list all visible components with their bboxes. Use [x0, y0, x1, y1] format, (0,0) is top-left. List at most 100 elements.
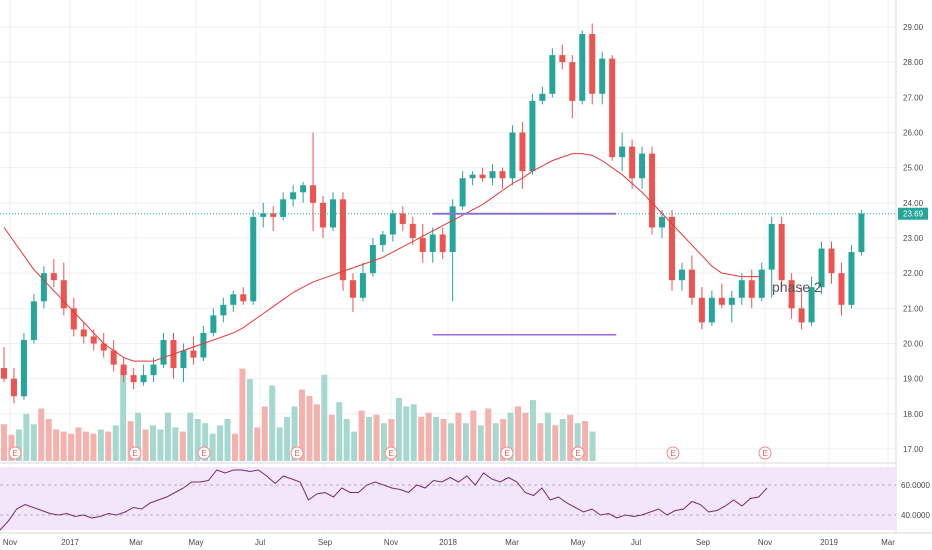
volume-bar: [351, 431, 358, 461]
candle-body: [419, 238, 426, 253]
time-tick-label: Mar: [881, 538, 895, 547]
volume-bar: [425, 412, 432, 461]
candle-body: [240, 294, 247, 302]
volume-bar: [574, 423, 581, 461]
volume-bar: [291, 406, 298, 461]
volume-bar: [269, 385, 276, 461]
candle-body: [310, 185, 317, 203]
candle-body: [858, 213, 865, 253]
earnings-marker-icon: [758, 446, 772, 460]
volume-bar: [507, 412, 514, 461]
price-tick-label: 26.00: [903, 129, 924, 138]
volume-bar: [462, 423, 469, 461]
volume-bar: [68, 433, 75, 461]
volume-bar: [112, 425, 119, 461]
earnings-marker-icon: [290, 446, 304, 460]
volume-bar: [395, 398, 402, 461]
volume-bar: [127, 421, 134, 461]
volume-bar: [440, 419, 447, 461]
earnings-marker-icon: [384, 446, 398, 460]
candle-body: [10, 378, 17, 397]
candle-body: [808, 287, 815, 323]
candle-body: [60, 280, 67, 309]
candle-body: [270, 213, 277, 217]
candle-body: [80, 329, 87, 337]
candle-body: [110, 350, 117, 365]
last-price-label: 23.69: [903, 210, 924, 219]
chart-overlays: [0, 153, 896, 362]
volume-bar: [500, 419, 507, 461]
earnings-marker-icon: [666, 446, 680, 460]
volume-bar: [552, 425, 559, 461]
candle-body: [788, 280, 795, 309]
volume-bar: [485, 408, 492, 461]
candle-body: [678, 269, 685, 281]
candle-body: [40, 273, 47, 302]
volume-bar: [321, 374, 328, 461]
time-tick-label: May: [188, 538, 203, 547]
volume-bar: [589, 431, 596, 461]
time-tick-label: Nov: [384, 538, 398, 547]
price-tick-label: 24.00: [903, 199, 924, 208]
candle-body: [619, 146, 626, 158]
candle-body: [200, 332, 207, 358]
price-tick-label: 18.00: [903, 410, 924, 419]
candle-body: [649, 153, 656, 228]
volume-bar: [1, 424, 7, 461]
indicator-tick-label: 40.0000: [901, 511, 930, 520]
volume-bar: [150, 425, 156, 461]
candle-body: [349, 280, 356, 298]
moving-average-line: [3, 153, 762, 362]
volume-bar: [75, 427, 82, 461]
candle-body: [798, 308, 805, 323]
earnings-marker-icon: [571, 446, 585, 460]
candle-body: [260, 213, 267, 217]
volume-bar: [284, 416, 291, 461]
candle-body: [180, 350, 187, 369]
indicator-band: [0, 467, 896, 530]
candle-body: [280, 199, 287, 217]
time-tick-label: May: [570, 538, 585, 547]
last-price-badge: [898, 207, 928, 220]
earnings-marker-label: E: [133, 449, 138, 458]
candle-body: [290, 192, 297, 200]
candle-body: [818, 248, 825, 288]
volume-bar: [38, 408, 45, 461]
candle-body: [659, 216, 666, 228]
volume-bar: [418, 416, 425, 461]
candle-body: [100, 343, 107, 351]
volume-bar: [82, 431, 89, 461]
candle-body: [70, 308, 77, 330]
volume-bar: [529, 400, 536, 461]
time-tick-label: Mar: [505, 538, 519, 547]
time-tick-label: 2018: [439, 538, 457, 547]
candle-body: [459, 178, 466, 207]
volume-bar: [254, 427, 261, 461]
candle-body: [489, 171, 496, 179]
candle-body: [728, 297, 735, 305]
candle-body: [549, 55, 556, 94]
volume-bar: [120, 368, 127, 461]
earnings-marker-icon: [128, 446, 142, 460]
indicator-line: [0, 469, 768, 531]
volume-bar: [373, 414, 380, 461]
time-tick-label: Nov: [758, 538, 772, 547]
candle-body: [708, 297, 715, 323]
price-tick-label: 28.00: [903, 58, 924, 67]
candle-body: [629, 146, 636, 179]
candle-body: [579, 34, 586, 101]
annotation-phase-2: phase 2: [772, 279, 822, 295]
volume-bar: [53, 429, 60, 461]
price-tick-label: 20.00: [903, 340, 924, 349]
volume-bar: [187, 412, 194, 461]
candle-body: [778, 223, 785, 281]
candle-body: [30, 301, 37, 340]
candle-body: [90, 336, 97, 344]
volume-bar: [403, 406, 410, 461]
time-tick-label: Sep: [696, 538, 711, 547]
volume-bar: [231, 433, 238, 461]
time-tick-label: Nov: [3, 538, 17, 547]
volume-bar: [328, 414, 335, 461]
candle-body: [688, 269, 695, 298]
volume-bar: [343, 419, 350, 461]
